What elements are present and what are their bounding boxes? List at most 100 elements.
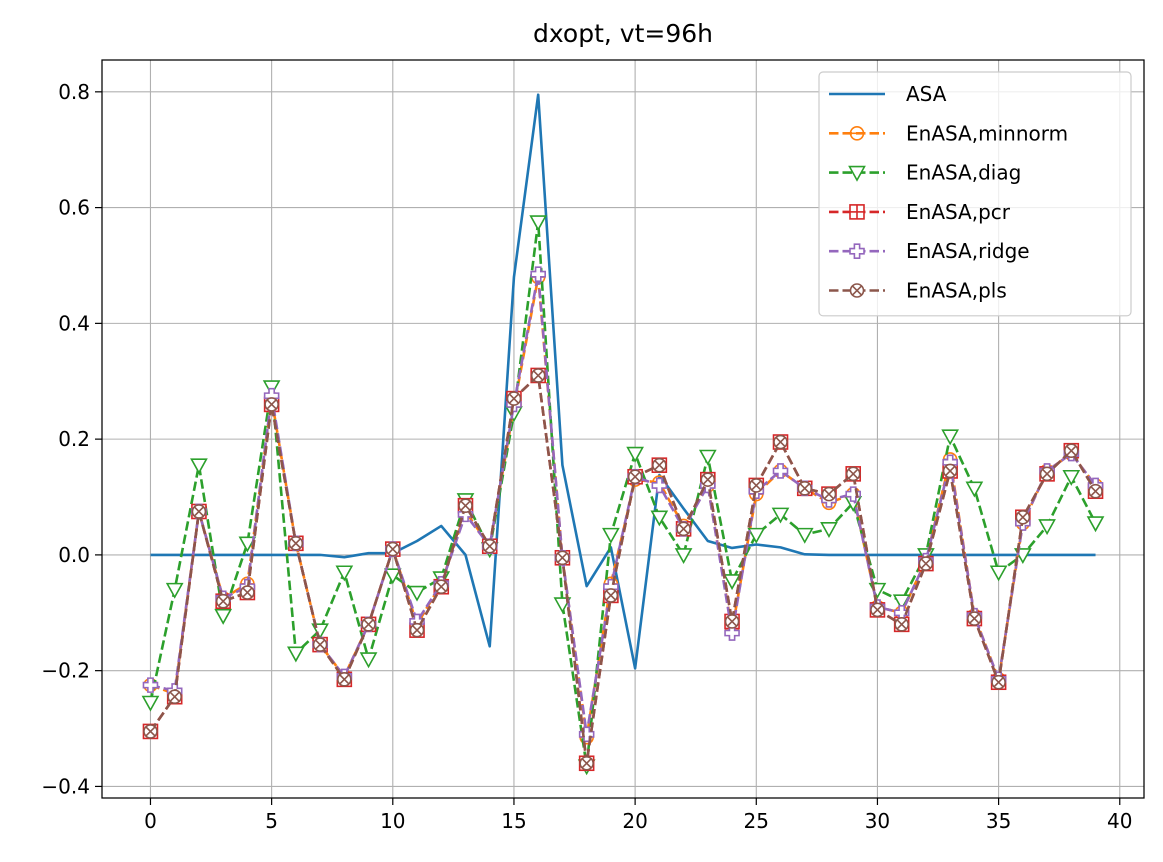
legend-label-4: EnASA,ridge (906, 239, 1030, 263)
series-5-point-22 (676, 521, 691, 537)
series-2-point-22-tri (674, 548, 693, 565)
series-5-point-2-d2 (193, 506, 205, 517)
plot-frame (101, 59, 1145, 799)
series-4-point-26-plus (772, 463, 789, 479)
series-5-point-6-d2 (290, 538, 302, 549)
series-2-point-16 (529, 215, 548, 232)
series-5-point-35 (991, 674, 1006, 690)
x-tick-label-1: 5 (265, 809, 278, 833)
series-2-point-2 (190, 458, 208, 475)
series-5-point-37 (1039, 466, 1055, 482)
series-5-point-12 (433, 579, 449, 595)
series-5-point-0 (143, 724, 158, 739)
series-5-point-9-d2 (363, 619, 374, 630)
series-5-point-6 (288, 536, 304, 551)
series-2-point-38 (1062, 469, 1081, 486)
series-2-point-11 (408, 585, 426, 602)
series-5-point-0-d2 (145, 726, 156, 737)
series-2-point-8-tri (335, 565, 354, 582)
series-5-point-17-d2 (557, 552, 568, 564)
series-5-point-18 (579, 755, 594, 771)
series-5-point-10 (385, 541, 401, 557)
series-5-point-31-d2 (896, 619, 907, 630)
series-5-point-17 (555, 550, 570, 566)
series-2-point-21-tri (650, 510, 669, 527)
series-5-point-34 (967, 611, 982, 626)
series-5-point-14 (482, 538, 498, 554)
series-2-point-21 (650, 510, 669, 527)
series-5-point-33-d2 (944, 465, 956, 477)
series-2-point-28 (820, 522, 838, 538)
series-2-point-6 (287, 646, 305, 663)
series-5-point-36-d2 (1017, 512, 1029, 523)
y-tick-label-5: 0.6 (58, 196, 90, 220)
series-2-point-9 (359, 652, 378, 669)
series-5-point-8 (337, 672, 352, 687)
series-2-point-37 (1038, 519, 1056, 536)
series-5-point-21-d2 (654, 459, 665, 471)
series-2-point-25-tri (747, 527, 766, 544)
legend-marker-4 (849, 243, 865, 259)
series-5-point-16 (530, 368, 546, 383)
x-tick-label-7: 35 (986, 809, 1011, 833)
series-2-point-20-tri (626, 446, 644, 463)
series-5-point-3 (215, 593, 231, 609)
series-2-point-2-tri (190, 458, 208, 475)
series-5-point-1-d2 (169, 691, 180, 702)
legend-marker-5-d2 (851, 285, 863, 296)
series-5-point-14-d2 (484, 540, 495, 552)
legend-label-2: EnASA,diag (906, 161, 1021, 185)
series-2-point-22 (674, 548, 693, 565)
legend-label-5: EnASA,pls (906, 279, 1007, 303)
series-5-point-3-d2 (217, 595, 229, 607)
x-tick-label-0: 0 (144, 809, 157, 833)
series-5-point-16-d2 (532, 370, 544, 381)
series-5-point-5-d2 (266, 399, 277, 410)
series-2-point-6-tri (287, 646, 305, 663)
x-tick-label-4: 20 (622, 809, 647, 833)
series-5-point-11 (409, 622, 425, 638)
series-4-point-16 (530, 266, 546, 282)
y-tick-label-4: 0.4 (58, 311, 90, 335)
series-5-point-25-d2 (751, 480, 762, 491)
series-2-point-39 (1086, 516, 1105, 533)
series-5-point-23 (700, 472, 716, 487)
series-5-point-13-d2 (460, 500, 471, 511)
series-5-point-26 (773, 434, 788, 450)
series-5-point-11-d2 (411, 624, 423, 636)
series-5-point-18-d2 (581, 758, 592, 769)
legend: ASA EnASA,minnorm EnASA,diag EnASA,pcr EnASA… (818, 71, 1132, 317)
series-5-point-30-d2 (872, 604, 883, 616)
axis-ticks: 0 5 10 15 20 25 30 35 40 −0.4 −0.2 0.0 0.2 0.4 0.6 0.8 (41, 80, 1132, 833)
series-2-point-10 (383, 568, 402, 585)
series-5-point-1 (167, 689, 182, 705)
series-2-point-28-tri (820, 522, 838, 538)
series-5-point-15-d2 (508, 393, 520, 404)
series-5-point-12-d2 (436, 581, 447, 592)
series-2-point-27 (795, 527, 814, 544)
series-5-point-7 (312, 637, 328, 652)
legend-marker-2 (848, 165, 866, 182)
series-2-point-25 (747, 527, 766, 544)
series-5-point-39 (1088, 483, 1103, 499)
series-5-point-34-d2 (969, 613, 980, 624)
series-0 (150, 93, 1096, 670)
series-5-point-19-d2 (605, 590, 617, 601)
y-tick-label-0: −0.4 (41, 774, 90, 798)
series-5-point-22-d2 (678, 523, 689, 535)
series-5-point-5 (264, 397, 279, 412)
legend-label-0: ASA (906, 82, 947, 106)
series-5-point-2 (191, 504, 207, 519)
series-2-point-3-tri (214, 608, 233, 625)
series-2-point-9-tri (359, 652, 378, 669)
series-5-point-13 (458, 498, 473, 513)
series-2-point-34 (965, 481, 984, 498)
series-2-point-26 (771, 507, 790, 524)
legend-marker-2-tri (848, 165, 866, 182)
series-5-point-19 (603, 588, 619, 603)
series-2-point-35 (989, 565, 1008, 582)
x-tick-label-5: 25 (744, 809, 769, 833)
series-5-point-29 (845, 466, 861, 482)
series-2-point-27-tri (795, 527, 814, 544)
